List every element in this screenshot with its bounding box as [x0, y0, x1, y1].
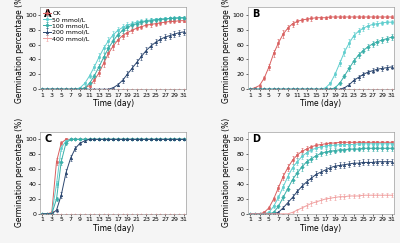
- Y-axis label: Germination percentage (%): Germination percentage (%): [14, 0, 24, 103]
- X-axis label: Time (day): Time (day): [92, 224, 134, 233]
- Legend: CK, 50 mmol/L, 100 mmol/L, 200 mmol/L, 400 mmol/L: CK, 50 mmol/L, 100 mmol/L, 200 mmol/L, 4…: [42, 9, 91, 42]
- Text: A: A: [44, 9, 52, 19]
- Y-axis label: Germination percentage (%): Germination percentage (%): [222, 118, 231, 227]
- X-axis label: Time (day): Time (day): [92, 99, 134, 108]
- Y-axis label: Germination percentage (%): Germination percentage (%): [222, 0, 231, 103]
- Text: C: C: [44, 133, 52, 144]
- X-axis label: Time (day): Time (day): [300, 99, 342, 108]
- Y-axis label: Germination percentage (%): Germination percentage (%): [14, 118, 24, 227]
- X-axis label: Time (day): Time (day): [300, 224, 342, 233]
- Text: D: D: [252, 133, 260, 144]
- Text: B: B: [252, 9, 260, 19]
